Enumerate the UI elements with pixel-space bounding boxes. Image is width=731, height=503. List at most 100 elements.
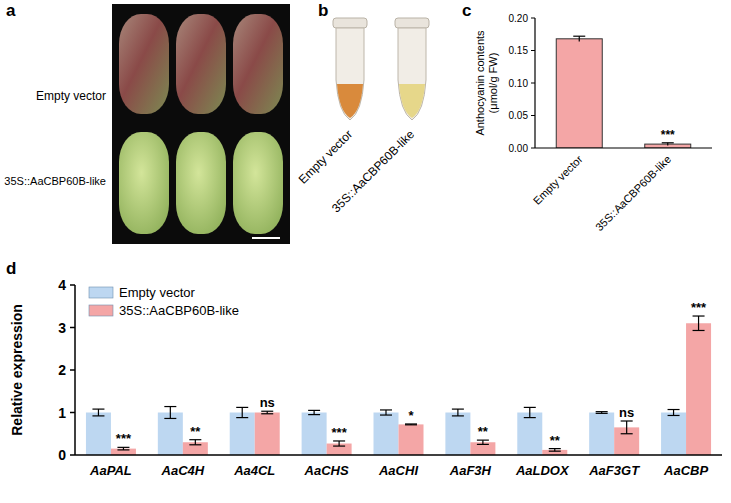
fruit <box>176 132 226 234</box>
error-cap <box>621 433 633 434</box>
panel-letter: a <box>6 1 16 20</box>
bars <box>86 316 711 455</box>
error-line <box>626 421 627 434</box>
bar <box>542 450 567 455</box>
error-bar <box>92 409 104 416</box>
panel-letter: d <box>6 259 16 278</box>
error-cap <box>333 445 345 446</box>
category-label: AaLDOX <box>515 463 570 478</box>
fruit <box>233 132 283 234</box>
category-label: AaPAL <box>89 463 132 478</box>
fruit <box>233 14 283 114</box>
x-axis <box>535 147 712 148</box>
category-label: Aa4CL <box>233 463 275 478</box>
legend-label: 35S::AaCBP60B-like <box>119 303 239 318</box>
error-cap <box>693 330 705 331</box>
error-cap <box>573 36 585 37</box>
error-bar <box>380 410 392 415</box>
category-label: AaCBP <box>663 463 708 478</box>
error-bar <box>333 441 345 446</box>
bar <box>661 413 686 456</box>
error-line <box>457 409 458 416</box>
bar <box>374 413 399 456</box>
tube-liquid <box>337 84 363 118</box>
error-cap <box>92 415 104 416</box>
bar <box>158 413 183 456</box>
error-cap <box>693 315 705 316</box>
bar <box>399 424 424 455</box>
category-label: AaCHI <box>378 463 418 478</box>
error-line <box>98 409 99 416</box>
axis-title: Relative expression <box>9 304 25 436</box>
error-cap <box>405 423 417 424</box>
bar <box>470 442 495 455</box>
error-cap <box>164 406 176 407</box>
photo-label: 35S::AaCBP60B-like <box>329 127 417 215</box>
photo-label: 35S::AaCBP60B-like <box>4 175 106 187</box>
legend-label: Empty vector <box>119 285 196 300</box>
significance: *** <box>691 300 707 315</box>
bar <box>517 413 542 456</box>
panel-letter: c <box>462 1 471 20</box>
category-label: 35S::AaCBP60B-like <box>593 153 673 233</box>
tick-label: 0 <box>58 447 66 463</box>
tick-label: 1 <box>58 405 66 421</box>
tick-label: 4 <box>58 277 66 293</box>
tick <box>70 369 75 371</box>
photo-label: Empty vector <box>36 89 106 103</box>
error-bar <box>549 449 561 452</box>
tube-cap <box>333 18 367 28</box>
significance: *** <box>116 431 132 446</box>
significance: ns <box>260 395 275 410</box>
error-line <box>195 440 196 445</box>
tick <box>70 327 75 329</box>
error-bar <box>189 440 201 445</box>
error-cap <box>596 413 608 414</box>
bar <box>556 39 602 148</box>
tick-label: 0.15 <box>509 45 529 56</box>
error-cap <box>117 447 129 448</box>
tick <box>531 148 535 149</box>
category-label: AaC4H <box>161 463 205 478</box>
error-bar <box>308 410 320 414</box>
tick-label: 0.10 <box>509 78 529 89</box>
error-bar <box>621 421 633 434</box>
error-cap <box>236 417 248 418</box>
fruit <box>119 132 169 234</box>
tube-body <box>398 28 426 120</box>
error-line <box>385 410 386 415</box>
error-cap <box>308 414 320 415</box>
error-bar <box>668 410 680 416</box>
error-cap <box>452 409 464 410</box>
tick <box>531 18 535 19</box>
error-line <box>314 410 315 414</box>
error-bar <box>693 316 705 330</box>
bar <box>230 413 255 456</box>
error-bar <box>662 143 674 146</box>
error-line <box>482 440 483 444</box>
bar <box>302 413 327 456</box>
error-cap <box>477 444 489 445</box>
error-line <box>339 441 340 446</box>
panel-letter: b <box>318 1 328 20</box>
error-bar <box>524 407 536 417</box>
scale-bar <box>252 237 280 239</box>
tube-body <box>336 28 364 120</box>
bar <box>686 323 711 455</box>
significance: ns <box>619 405 634 420</box>
error-line <box>698 316 699 330</box>
category-label: AaF3GT <box>588 463 640 478</box>
tick <box>531 115 535 116</box>
error-line <box>579 36 580 41</box>
bar <box>589 413 614 456</box>
error-cap <box>662 142 674 143</box>
error-cap <box>668 415 680 416</box>
error-cap <box>621 420 633 421</box>
error-cap <box>261 411 273 412</box>
error-bar <box>236 407 248 417</box>
bar <box>111 449 136 455</box>
figure: aEmpty vector35S::AaCBP60B-likebEmpty ve… <box>0 0 731 503</box>
error-cap <box>117 449 129 450</box>
axis-title: (μmol/g FW) <box>487 53 499 114</box>
tick <box>531 50 535 51</box>
